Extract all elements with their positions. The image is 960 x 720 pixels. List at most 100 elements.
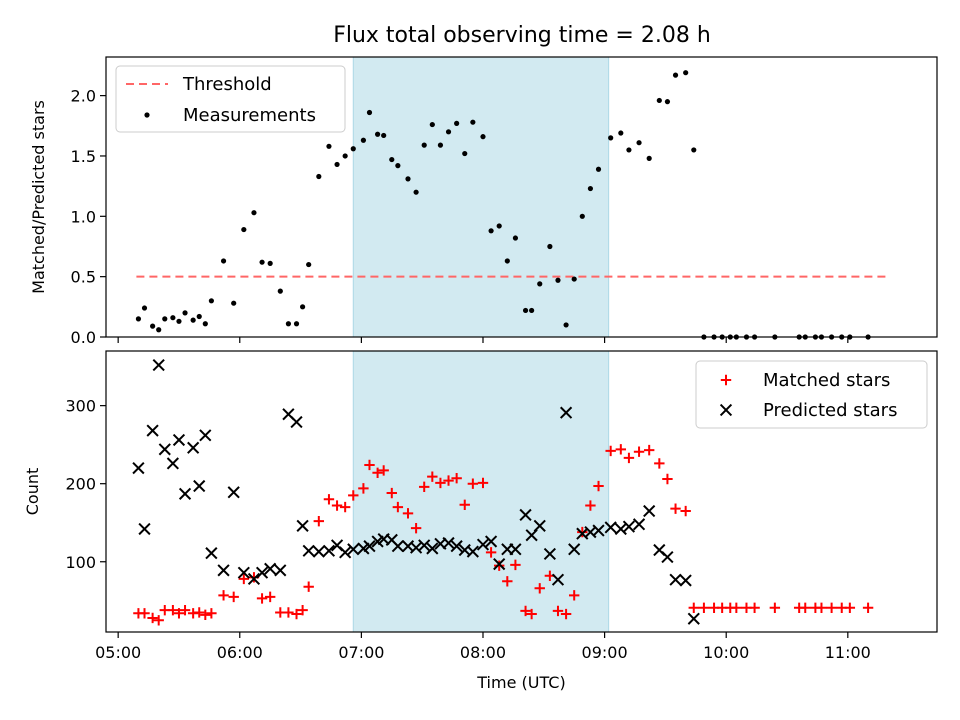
predicted-stars-point <box>409 541 423 554</box>
legend-predicted-swatch <box>719 403 733 417</box>
predicted-stars-point <box>391 540 404 553</box>
measurement-point <box>421 142 427 148</box>
matched-stars-point <box>662 473 673 485</box>
matched-stars-point <box>459 499 470 510</box>
matched-stars-point <box>238 573 250 585</box>
x-tick-label: 10:00 <box>703 643 749 662</box>
matched-stars-point <box>593 480 604 492</box>
measurement-point <box>429 121 435 128</box>
measurement-point <box>285 321 292 327</box>
matched-stars-point <box>364 459 375 471</box>
measurement-point <box>389 156 395 163</box>
measurement-point <box>522 307 529 314</box>
measurement-point <box>326 143 332 149</box>
matched-stars-point <box>435 477 446 489</box>
measurement-point <box>381 132 387 139</box>
measurement-point <box>571 276 577 282</box>
measurement-point <box>350 146 356 152</box>
x-tick-label: 05:00 <box>95 643 141 662</box>
legend-threshold-label: Threshold <box>182 74 272 95</box>
matched-stars-point <box>323 494 335 505</box>
measurement-point <box>342 153 348 159</box>
y-axis-label: Matched/Predicted stars <box>29 100 48 294</box>
measurement-point <box>470 119 476 125</box>
measurement-point <box>626 147 632 153</box>
predicted-stars-point <box>247 572 261 586</box>
predicted-stars-point <box>509 543 522 556</box>
matched-stars-point <box>372 467 383 478</box>
matched-stars-point <box>297 604 308 616</box>
predicted-stars-point <box>466 545 479 558</box>
predicted-stars-point <box>172 433 186 447</box>
measurement-point <box>512 235 519 241</box>
measurement-point <box>672 72 679 78</box>
matched-stars-point <box>256 593 268 604</box>
predicted-stars-point <box>559 406 573 419</box>
predicted-stars-point <box>450 540 463 553</box>
matched-stars-point <box>494 560 505 571</box>
matched-stars-point <box>303 581 314 592</box>
measurement-point <box>563 322 569 328</box>
matched-stars-point <box>623 452 635 464</box>
matched-stars-point <box>153 615 164 626</box>
matched-stars-point <box>410 522 422 534</box>
measurement-point <box>595 166 602 172</box>
matched-stars-point <box>585 500 596 511</box>
predicted-stars-point <box>255 566 269 579</box>
x-tick-label: 11:00 <box>825 643 871 662</box>
matched-stars-point <box>568 590 580 601</box>
predicted-stars-point <box>347 543 360 556</box>
predicted-stars-point <box>217 564 230 577</box>
matched-stars-point <box>313 515 325 527</box>
matched-stars-point <box>800 602 811 614</box>
matched-stars-point <box>526 608 537 620</box>
predicted-stars-point <box>187 441 200 454</box>
measurement-point <box>231 300 237 306</box>
matched-stars-point <box>749 602 760 614</box>
matched-stars-point <box>534 583 545 594</box>
predicted-stars-point <box>146 424 159 437</box>
matched-stars-point <box>358 483 369 494</box>
measurement-point <box>413 189 419 195</box>
predicted-stars-point <box>152 358 165 372</box>
matched-stars-point <box>680 505 691 517</box>
y-tick-label: 2.0 <box>71 87 96 106</box>
measurement-point <box>537 281 543 287</box>
matched-stars-point <box>147 612 158 624</box>
measurement-point <box>636 140 642 146</box>
matched-stars-point <box>688 602 699 614</box>
predicted-stars-point <box>484 535 498 548</box>
measurement-point <box>366 109 373 116</box>
measurement-point <box>555 277 561 283</box>
predicted-stars-point <box>442 536 455 550</box>
predicted-stars-point <box>533 519 546 532</box>
measurement-point <box>646 155 652 161</box>
matched-stars-point <box>419 481 430 493</box>
measurement-point <box>150 323 156 329</box>
predicted-stars-point <box>632 518 646 531</box>
measurement-point <box>190 317 196 323</box>
y-tick-label: 200 <box>65 475 96 494</box>
matched-stars-point <box>451 473 462 484</box>
axes-frame <box>105 56 938 338</box>
matched-stars-point <box>552 605 564 617</box>
matched-stars-point <box>485 547 497 558</box>
legend-matched-swatch <box>720 374 732 386</box>
legend-measurements-label: Measurements <box>183 105 316 126</box>
y-tick-label: 0.0 <box>71 328 96 347</box>
matched-stars-point <box>520 605 531 617</box>
y-tick-label: 1.0 <box>71 207 96 226</box>
matched-stars-point <box>615 444 627 455</box>
matched-stars-point <box>427 471 438 482</box>
measurement-point <box>293 321 300 327</box>
matched-stars-point <box>167 604 179 616</box>
matched-stars-point <box>467 478 479 489</box>
predicted-stars-point <box>476 538 490 551</box>
x-tick-label: 08:00 <box>460 643 506 662</box>
predicted-stars-point <box>679 574 692 587</box>
x-tick-label: 07:00 <box>338 643 384 662</box>
measurement-point <box>267 260 273 266</box>
predicted-stars-point <box>312 545 325 558</box>
matched-stars-point <box>386 487 397 499</box>
matched-stars-point <box>200 609 211 621</box>
